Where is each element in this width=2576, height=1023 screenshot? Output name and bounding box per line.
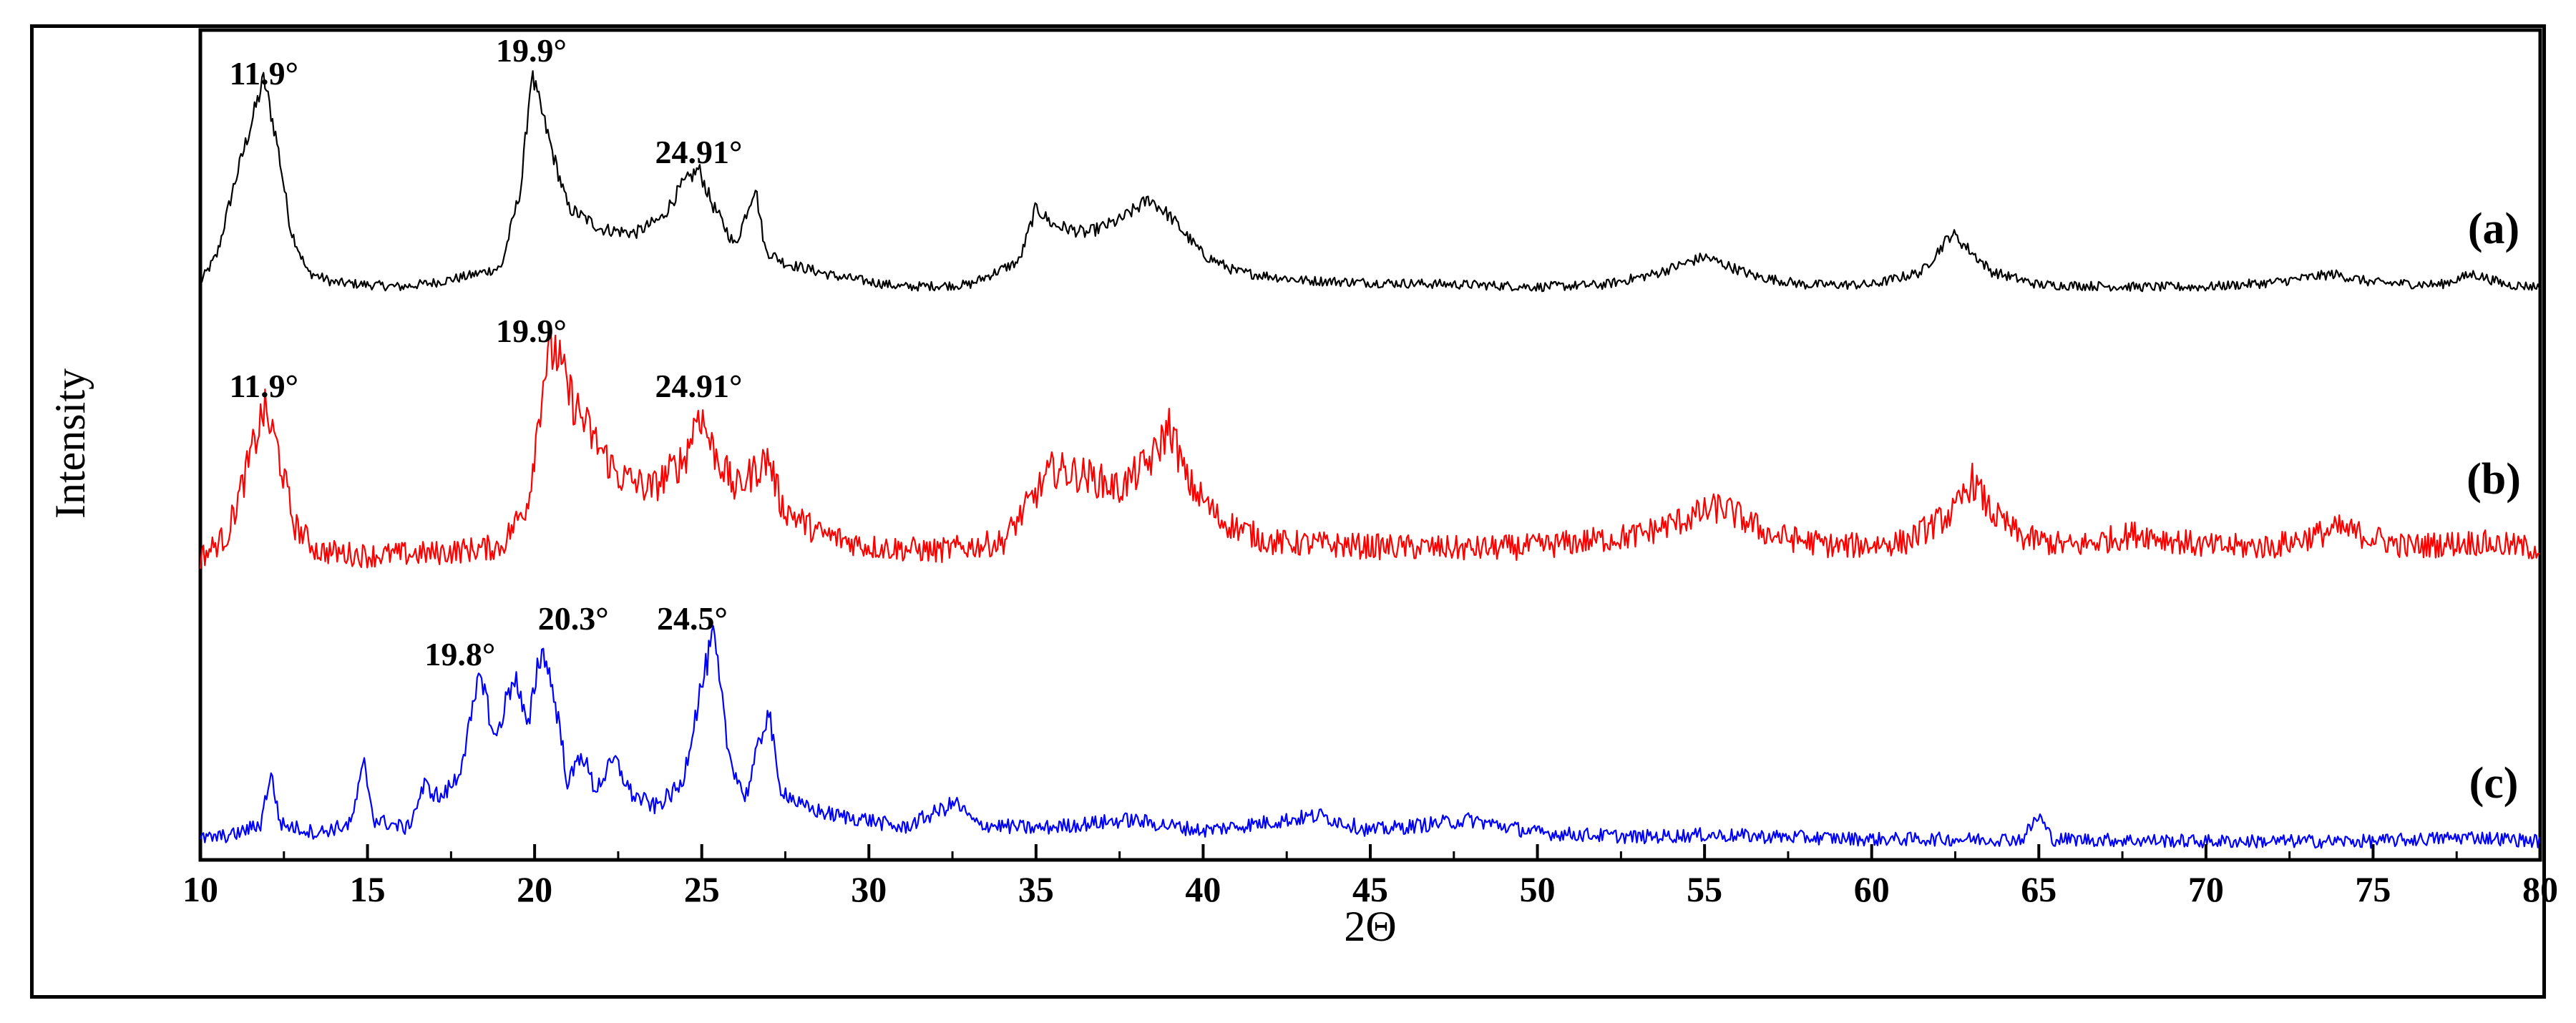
x-tick-label: 30	[851, 869, 887, 909]
x-tick-label: 40	[1185, 869, 1221, 909]
plot-area	[198, 28, 2542, 862]
x-tick-label: 80	[2522, 869, 2558, 909]
x-axis: 10 15 20 25 30 35 40 45 50 55 60 65 70 75 80	[182, 844, 2558, 909]
series-label-layer: (a) (b) (c)	[2467, 205, 2521, 808]
series-label-a: (a)	[2468, 205, 2519, 253]
series-line-a	[200, 70, 2540, 293]
x-tick-label: 70	[2188, 869, 2224, 909]
x-tick-label: 45	[1352, 869, 1388, 909]
x-tick-label: 60	[1854, 869, 1890, 909]
series-line-b	[199, 330, 2540, 569]
figure-frame	[30, 24, 2546, 999]
series-label-c: (c)	[2469, 759, 2519, 808]
peak-label: 19.8°	[424, 636, 495, 672]
y-axis-title: Intensity	[47, 368, 94, 519]
x-tick-label: 10	[182, 869, 218, 909]
x-axis-title: 2Θ	[1344, 903, 1396, 950]
series-line-c	[199, 625, 2540, 849]
x-tick-label: 25	[684, 869, 720, 909]
x-tick-label: 35	[1018, 869, 1054, 909]
x-tick-label: 20	[517, 869, 552, 909]
series-label-b: (b)	[2467, 455, 2521, 504]
series-layer	[199, 70, 2540, 849]
x-tick-label: 75	[2355, 869, 2391, 909]
peak-label: 11.9°	[230, 368, 298, 404]
peak-label: 24.91°	[655, 134, 743, 170]
peak-label: 24.5°	[657, 600, 728, 637]
peak-label: 24.91°	[655, 368, 743, 404]
peak-label-layer: 11.9° 19.9° 24.91° 11.9° 19.9° 24.91° 19.8° 20.…	[230, 32, 743, 672]
peak-label: 20.3°	[538, 600, 609, 637]
x-tick-label: 50	[1520, 869, 1556, 909]
peak-label: 11.9°	[230, 55, 298, 92]
peak-label: 19.9°	[496, 32, 567, 69]
x-tick-label: 65	[2021, 869, 2057, 909]
peak-label: 19.9°	[496, 313, 567, 349]
x-tick-label: 55	[1687, 869, 1722, 909]
x-tick-label: 15	[350, 869, 386, 909]
